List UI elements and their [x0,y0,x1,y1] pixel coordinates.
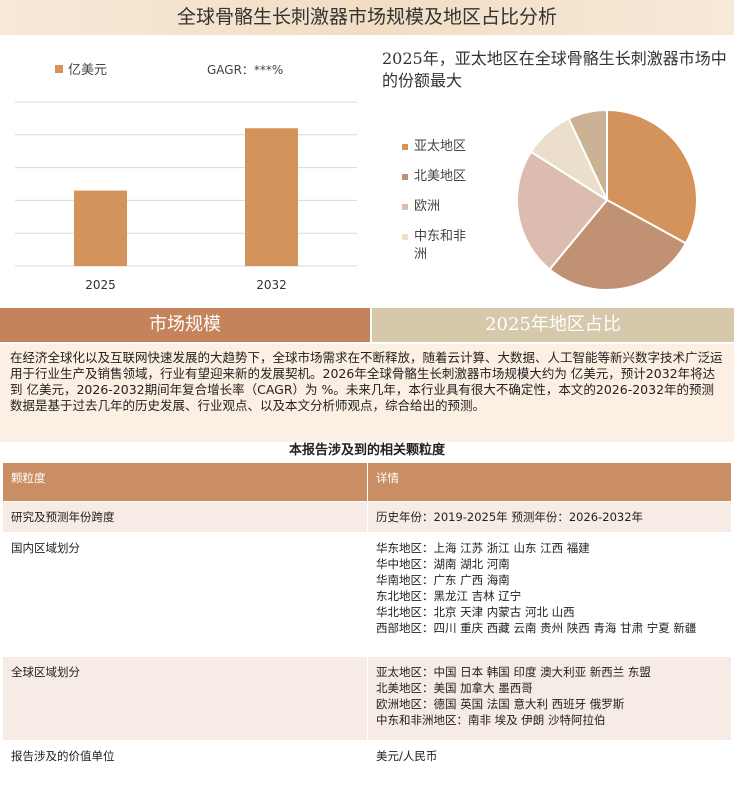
table: 颗粒度 详情 研究及预测年份跨度 历史年份：2019-2025年 预测年份：202… [2,462,732,772]
table-cell: 亚太地区：中国 日本 韩国 印度 澳大利亚 新西兰 东盟 北美地区：美国 加拿大 … [367,656,732,741]
table-cell: 研究及预测年份跨度 [2,501,368,533]
annotation: GAGR：***% [207,63,283,77]
table-cell: 全球区域划分 [2,656,368,741]
legend-item: 欧洲 [402,198,477,216]
x-tick-label: 2032 [256,278,287,292]
pie-slice [567,108,608,201]
legend-item: 亚太地区 [402,138,477,156]
x-tick-label: 2025 [85,278,116,292]
cell-line: 亚太地区：中国 日本 韩国 印度 澳大利亚 新西兰 东盟 [376,665,651,679]
table-cell: 国内区域划分 [2,532,368,657]
legend-swatch [402,204,408,210]
pie-slice [606,108,698,245]
cell-line: 美元/人民币 [376,749,438,763]
bar [74,190,127,266]
legend-label: 北美地区 [414,169,467,184]
paragraph: 在经济全球化以及互联网快速发展的大趋势下，全球市场需求在不断释放，随着云计算、大… [0,344,734,442]
table-row: 国内区域划分 华东地区：上海 江苏 浙江 山东 江西 福建 华中地区：湖南 湖北 河… [2,532,732,657]
table-row: 报告涉及的价值单位 美元/人民币 [2,740,732,772]
cell-line: 华南地区：广东 广西 海南 [376,573,510,587]
cell-line: 欧洲地区：德国 英国 法国 意大利 西班牙 俄罗斯 [376,697,625,711]
tab: 市场规模 [0,308,370,342]
cell-line: 华中地区：湖南 湖北 河南 [376,557,510,571]
legend-label: 亿美元 [68,63,107,78]
legend-label: 亚太地区 [414,139,467,154]
page-title: 全球骨骼生长刺激器市场规模及地区占比分析 [0,0,734,35]
pie-slice [516,150,609,271]
table-row: 全球区域划分 亚太地区：中国 日本 韩国 印度 澳大利亚 新西兰 东盟 北美地区：美… [2,656,732,741]
legend-label: 中东和非洲 [414,229,467,262]
table-row: 研究及预测年份跨度 历史年份：2019-2025年 预测年份：2026-2032年 [2,501,732,533]
table-cell: 报告涉及的价值单位 [2,740,368,772]
tab: 2025年地区占比 [372,308,734,342]
legend-item: 北美地区 [402,168,477,186]
table-cell: 华东地区：上海 江苏 浙江 山东 江西 福建 华中地区：湖南 湖北 河南 华南地区：… [367,532,732,657]
pie-slice [548,198,688,291]
cell-line: 中东和非洲地区：南非 埃及 伊朗 沙特阿拉伯 [376,713,606,727]
table-cell: 美元/人民币 [367,740,732,772]
table-header: 详情 [367,462,732,502]
legend-swatch [55,65,63,73]
pie-chart [516,108,698,291]
cell-line: 历史年份：2019-2025年 预测年份：2026-2032年 [376,510,644,524]
legend-swatch [402,174,408,180]
legend-swatch [402,234,408,240]
cell-line: 西部地区：四川 重庆 西藏 云南 贵州 陕西 青海 甘肃 宁夏 新疆 [376,621,697,635]
cell-line: 东北地区：黑龙江 吉林 辽宁 [376,589,522,603]
cell-line: 华东地区：上海 江苏 浙江 山东 江西 福建 [376,541,590,555]
legend-swatch [402,144,408,150]
legend-item: 中东和非洲 [402,228,477,264]
legend-label: 欧洲 [414,199,441,214]
bar [245,128,298,266]
cell-line: 北美地区：美国 加拿大 墨西哥 [376,681,533,695]
bar-chart: 亿美元 GAGR：***% 2025 2032 [15,63,357,292]
pie-title: 2025年，亚太地区在全球骨骼生长刺激器市场中的份额最大 [382,49,727,90]
table-title: 本报告涉及到的相关颗粒度 [288,443,445,458]
table-header: 颗粒度 [2,462,368,502]
cell-line: 华北地区：北京 天津 内蒙古 河北 山西 [376,605,575,619]
table-cell: 历史年份：2019-2025年 预测年份：2026-2032年 [367,501,732,533]
